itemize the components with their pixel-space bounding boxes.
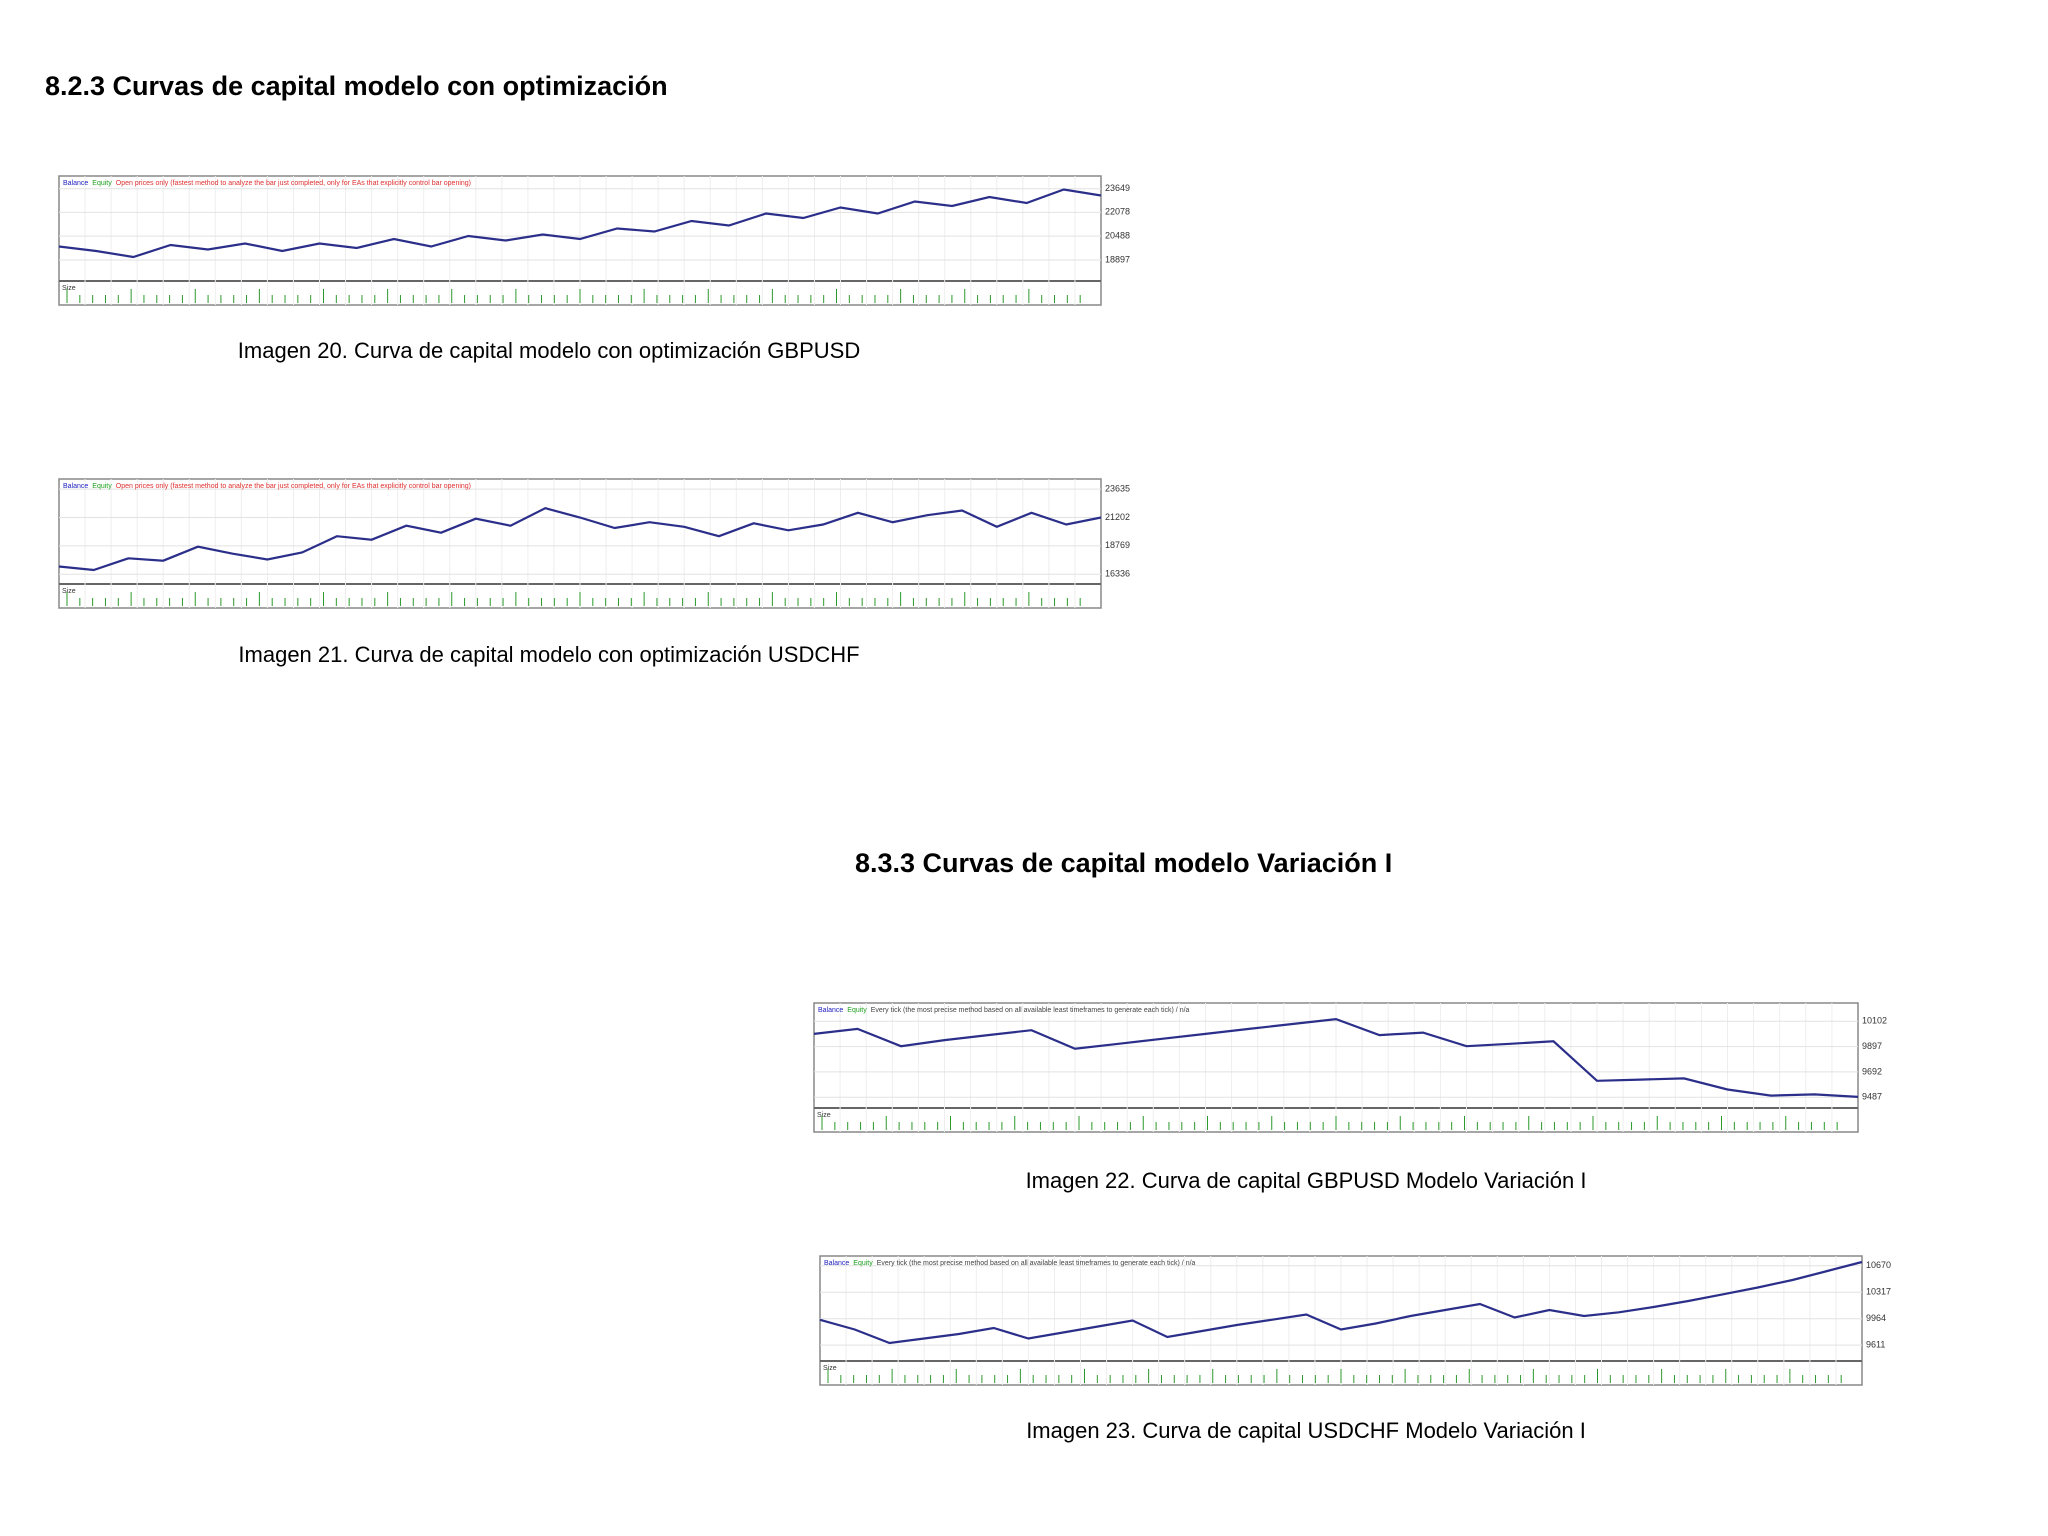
legend: Balance Equity Every tick (the most precis… (824, 1260, 1196, 1267)
figure-caption: Imagen 22. Curva de capital GBPUSD Model… (1026, 1168, 1587, 1193)
legend: Balance Equity Open prices only (fastest m… (63, 483, 471, 490)
legend-entry: Open prices only (fastest method to anal… (116, 180, 471, 187)
section-heading: 8.2.3 Curvas de capital modelo con optim… (45, 71, 668, 101)
legend-entry: Equity (853, 1260, 873, 1267)
legend: Balance Equity Every tick (the most precis… (818, 1007, 1190, 1014)
legend-entry: Equity (92, 483, 112, 490)
legend-entry: Equity (847, 1007, 867, 1014)
y-tick-label: 18769 (1105, 540, 1130, 550)
y-tick-label: 23635 (1105, 483, 1130, 493)
y-tick-label: 10102 (1862, 1016, 1887, 1026)
y-tick-label: 20488 (1105, 231, 1130, 241)
y-tick-label: 22078 (1105, 207, 1130, 217)
legend-entry: Every tick (the most precise method base… (877, 1260, 1196, 1267)
legend-entry: Balance (824, 1260, 849, 1267)
y-tick-label: 10317 (1866, 1287, 1891, 1297)
section-heading: 8.3.3 Curvas de capital modelo Variación… (855, 848, 1392, 878)
y-tick-label: 9611 (1866, 1340, 1885, 1350)
y-tick-label: 9964 (1866, 1313, 1886, 1323)
balance-line (819, 1260, 1863, 1345)
y-tick-label: 9897 (1862, 1041, 1882, 1051)
y-tick-label: 10670 (1866, 1260, 1891, 1270)
figure-caption: Imagen 23. Curva de capital USDCHF Model… (1026, 1418, 1586, 1443)
legend-entry: Open prices only (fastest method to anal… (116, 483, 471, 490)
legend-entry: Balance (63, 483, 88, 490)
figure-caption: Imagen 21. Curva de capital modelo con o… (238, 642, 859, 667)
volume-label: Size (62, 285, 76, 292)
balance-line (58, 188, 1102, 259)
y-tick-label: 21202 (1105, 512, 1130, 522)
y-tick-label: 23649 (1105, 183, 1130, 193)
y-tick-label: 9692 (1862, 1066, 1882, 1076)
legend-entry: Balance (63, 180, 88, 187)
figure-caption: Imagen 20. Curva de capital modelo con o… (238, 338, 860, 363)
y-tick-label: 9487 (1862, 1092, 1882, 1102)
volume-label: Size (62, 588, 76, 595)
volume-label: Size (823, 1365, 837, 1372)
balance-line (813, 1017, 1859, 1098)
volume-label: Size (817, 1112, 831, 1119)
y-tick-label: 18897 (1105, 254, 1130, 264)
legend-entry: Every tick (the most precise method base… (871, 1007, 1190, 1014)
y-tick-label: 16336 (1105, 569, 1130, 579)
legend-entry: Equity (92, 180, 112, 187)
legend-entry: Balance (818, 1007, 843, 1014)
legend: Balance Equity Open prices only (fastest m… (63, 180, 471, 187)
balance-line (58, 507, 1102, 572)
